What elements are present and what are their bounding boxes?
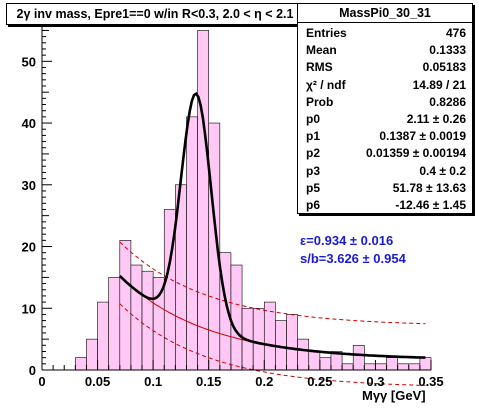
histogram-bar — [75, 357, 87, 371]
x-axis-label: Mγγ [GeV] — [362, 388, 426, 403]
fit-curves — [118, 91, 426, 386]
histogram-bar — [352, 345, 365, 371]
stats-key: χ² / ndf — [306, 77, 346, 92]
stats-key: p0 — [306, 112, 321, 126]
histogram-bar — [397, 363, 410, 371]
stats-histogram-name: MassPi0_30_31 — [298, 4, 472, 23]
stats-row: p2 0.01359 ± 0.00194 — [306, 144, 466, 162]
stats-key: Prob — [306, 94, 334, 109]
stats-key: p1 — [306, 129, 321, 144]
stats-row: Mean 0.1333 — [306, 41, 466, 59]
stats-key: p2 — [306, 146, 321, 161]
histogram-bar — [97, 301, 109, 371]
stats-value: 0.01359 ± 0.00194 — [365, 146, 466, 161]
stats-value: -12.46 ± 1.45 — [395, 198, 466, 212]
stats-key: Mean — [306, 43, 337, 58]
stats-value: 476 — [445, 26, 466, 40]
chart-title: 2γ inv mass, Epre1==0 w/in R<0.3, 2.0 < … — [6, 3, 304, 25]
histogram-bar — [286, 314, 298, 371]
stats-key: Entries — [306, 26, 347, 40]
histogram-bar — [141, 270, 154, 371]
signal-background-annotation: s/b=3.626 ± 0.954 — [300, 251, 406, 266]
stats-key: p6 — [306, 198, 321, 212]
x-tick-label: 0.05 — [85, 374, 110, 389]
y-tick-label: 40 — [22, 116, 36, 131]
stats-value: 0.4 ± 0.2 — [419, 163, 466, 178]
x-tick-label: 0.2 — [255, 374, 273, 389]
stats-row: p6 -12.46 ± 1.45 — [306, 196, 466, 214]
efficiency-annotation: ε=0.934 ± 0.016 — [300, 233, 394, 248]
histogram-bar — [230, 264, 243, 371]
y-tick-label: 30 — [22, 178, 36, 193]
histogram-bar — [186, 116, 198, 371]
stats-row: Entries 476 — [306, 24, 466, 42]
y-tick-label: 20 — [22, 240, 36, 255]
stats-value: 2.11 ± 0.26 — [406, 112, 466, 126]
stats-row: p3 0.4 ± 0.2 — [306, 162, 466, 180]
x-tick-label: 0.15 — [196, 374, 221, 389]
stats-value: 0.1333 — [429, 43, 466, 58]
histogram-bar — [297, 338, 310, 371]
x-tick-label: 0.35 — [418, 374, 443, 389]
stats-row: p1 0.1387 ± 0.0019 — [306, 127, 466, 145]
histogram-bar — [252, 307, 265, 371]
stats-box: MassPi0_30_31 Entries 476 Mean 0.1333 RMS 0.0… — [297, 3, 473, 214]
histogram-bar — [408, 363, 421, 371]
histogram-bar — [308, 351, 321, 371]
histogram-bar — [419, 357, 432, 371]
stats-value: 51.78 ± 13.63 — [392, 180, 466, 195]
x-tick-label: 0.25 — [307, 374, 332, 389]
stats-value: 0.8286 — [429, 94, 466, 109]
histogram-bar — [375, 363, 387, 371]
histogram-bar — [130, 264, 143, 371]
stats-row: Prob 0.8286 — [306, 93, 466, 111]
histogram-bar — [341, 363, 354, 371]
stats-key: p5 — [306, 180, 321, 195]
stats-value: 0.05183 — [422, 60, 466, 75]
histogram-bar — [197, 30, 210, 371]
histogram-bar — [108, 277, 121, 371]
stats-row: χ² / ndf 14.89 / 21 — [306, 76, 466, 94]
background-upper-band — [119, 241, 426, 325]
stats-value: 0.1387 ± 0.0019 — [379, 129, 466, 144]
stats-row: p0 2.11 ± 0.26 — [306, 110, 466, 128]
stats-key: RMS — [306, 60, 333, 75]
histogram-bars — [75, 30, 432, 371]
stats-row: RMS 0.05183 — [306, 58, 466, 76]
axes: 0 0.05 0.1 0.15 0.2 0.25 0.3 0.35 0 10 20 30 40 50 — [22, 15, 444, 389]
stats-value: 14.89 / 21 — [412, 77, 466, 92]
y-tick-label: 10 — [22, 301, 36, 316]
histogram-bar — [319, 357, 332, 371]
y-tick-label: 0 — [29, 363, 36, 378]
histogram-bar — [364, 363, 376, 371]
x-tick-label: 0.1 — [144, 374, 162, 389]
total-fit-line — [118, 91, 426, 359]
histogram-bar — [386, 357, 398, 371]
stats-key: p3 — [306, 163, 321, 178]
x-tick-label: 0 — [38, 374, 45, 389]
stats-row: p5 51.78 ± 13.63 — [306, 179, 466, 197]
background-lower-band — [119, 303, 426, 386]
x-tick-label: 0.3 — [366, 374, 384, 389]
histogram-bar — [86, 338, 98, 371]
y-tick-label: 50 — [22, 54, 36, 69]
